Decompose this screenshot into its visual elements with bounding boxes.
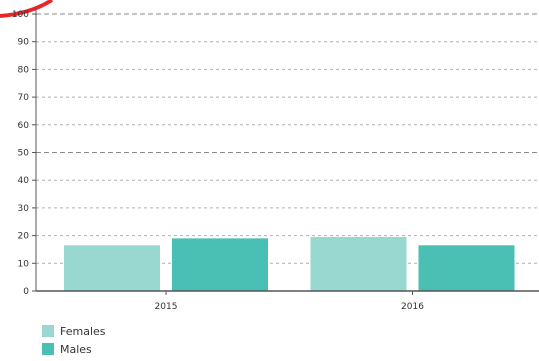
y-tick-label-100: 100 — [12, 10, 29, 20]
legend-label-females: Females — [60, 324, 106, 338]
y-tick-label-80: 80 — [18, 65, 30, 75]
y-tick-label-20: 20 — [18, 232, 30, 242]
y-tick-label-30: 30 — [18, 204, 30, 214]
y-tick-label-40: 40 — [18, 176, 30, 186]
x-tick-label-2016: 2016 — [401, 302, 424, 312]
legend-label-males: Males — [60, 342, 92, 356]
y-tick-label-70: 70 — [18, 93, 30, 103]
y-tick-label-60: 60 — [18, 121, 30, 131]
legend: Females Males — [42, 322, 106, 358]
bars — [64, 236, 515, 291]
legend-item-females: Females — [42, 322, 106, 340]
y-tick-label-50: 50 — [18, 149, 30, 159]
axes — [35, 8, 539, 292]
x-tick-label-2015: 2015 — [155, 302, 178, 312]
x-axis-tick-labels: 2015 2016 — [155, 291, 424, 312]
highlight-circle-mark — [0, 0, 54, 18]
legend-item-males: Males — [42, 340, 106, 358]
grid-lines — [36, 13, 539, 264]
bar-females-2015 — [64, 245, 160, 291]
legend-swatch-females — [42, 325, 54, 337]
y-tick-label-0: 0 — [23, 287, 29, 297]
y-axis-tick-labels: 0 10 20 30 40 50 60 70 80 90 100 — [12, 10, 36, 297]
y-tick-label-90: 90 — [18, 38, 30, 48]
legend-swatch-males — [42, 343, 54, 355]
bar-females-2016 — [310, 236, 407, 291]
bar-males-2016 — [418, 245, 515, 291]
bar-males-2015 — [172, 238, 268, 291]
y-tick-label-10: 10 — [18, 259, 30, 269]
